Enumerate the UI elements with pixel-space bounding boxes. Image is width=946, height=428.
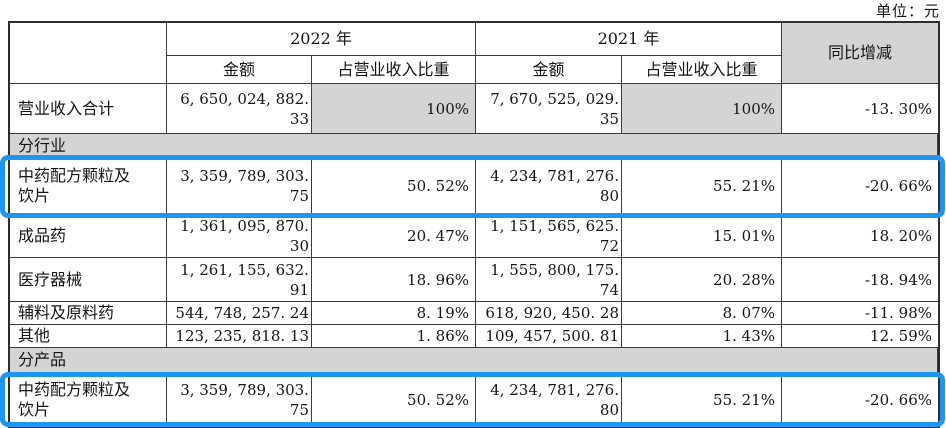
col-header-amount-2022: 金额	[167, 56, 312, 84]
share-value: 20. 28%	[713, 270, 775, 289]
cell-yoy: 12. 59%	[782, 325, 938, 348]
cell-yoy: -20. 66%	[782, 373, 938, 426]
cell-amount-2022: 3, 359, 789, 303. 75	[167, 373, 312, 426]
share-value: 1. 86%	[416, 327, 469, 345]
amount-value: 618, 920, 450. 28	[485, 304, 619, 322]
cell-amount-2021: 4, 234, 781, 276. 80	[476, 159, 622, 214]
cell-share-2021: 1. 43%	[622, 325, 782, 348]
col-header-2022: 2022 年	[167, 23, 476, 56]
row-label-total-revenue: 营业收入合计	[10, 84, 167, 134]
label-text: 中药配方颗粒及饮片	[18, 379, 131, 419]
amount-value: 4, 234, 781, 276. 80	[490, 380, 619, 419]
section-header-by-industry: 分行业	[10, 134, 938, 159]
amount-value: 109, 457, 500. 81	[485, 327, 619, 345]
amount-value: 3, 359, 789, 303. 75	[180, 167, 309, 205]
col-header-yoy: 同比增减	[782, 23, 938, 84]
cell-amount-2021: 109, 457, 500. 81	[476, 325, 622, 348]
cell-yoy: -13. 30%	[782, 84, 938, 134]
amount-value: 1, 261, 155, 632. 91	[180, 260, 309, 299]
cell-share-2021: 55. 21%	[622, 373, 782, 426]
row-label-medical-devices: 医疗器械	[10, 258, 167, 302]
cell-yoy: 18. 20%	[782, 214, 938, 258]
cell-share-2022: 18. 96%	[312, 258, 476, 302]
unit-label: 单位：元	[875, 2, 940, 20]
cell-share-2022: 100%	[312, 84, 476, 134]
amount-value: 3, 359, 789, 303. 75	[180, 380, 309, 419]
yoy-value: -20. 66%	[864, 390, 932, 409]
section-header-by-product: 分产品	[10, 348, 938, 373]
cell-yoy: -11. 98%	[782, 302, 938, 325]
share-value: 100%	[732, 99, 775, 118]
yoy-value: -13. 30%	[864, 99, 932, 118]
cell-amount-2022: 1, 361, 095, 870. 30	[167, 214, 312, 258]
cell-amount-2022: 123, 235, 818. 13	[167, 325, 312, 348]
share-value: 55. 21%	[713, 177, 775, 195]
cell-amount-2021: 618, 920, 450. 28	[476, 302, 622, 325]
yoy-value: -18. 94%	[864, 270, 932, 289]
cell-share-2021: 20. 28%	[622, 258, 782, 302]
yoy-value: -11. 98%	[864, 304, 932, 322]
col-header-2021: 2021 年	[476, 23, 782, 56]
share-value: 8. 07%	[722, 304, 775, 322]
cell-share-2022: 1. 86%	[312, 325, 476, 348]
col-header-amount-2021: 金额	[476, 56, 622, 84]
share-value: 18. 96%	[407, 270, 469, 289]
col-header-share-2022: 占营业收入比重	[312, 56, 476, 84]
cell-share-2021: 15. 01%	[622, 214, 782, 258]
share-value: 20. 47%	[407, 226, 469, 245]
corner-header-cell	[10, 23, 167, 84]
cell-share-2022: 50. 52%	[312, 373, 476, 426]
yoy-value: 12. 59%	[870, 327, 932, 345]
cell-amount-2022: 544, 748, 257. 24	[167, 302, 312, 325]
cell-amount-2021: 4, 234, 781, 276. 80	[476, 373, 622, 426]
cell-yoy: -20. 66%	[782, 159, 938, 214]
cell-yoy: -18. 94%	[782, 258, 938, 302]
row-label-other: 其他	[10, 325, 167, 348]
share-value: 50. 52%	[407, 177, 469, 195]
cell-amount-2021: 1, 555, 800, 175. 74	[476, 258, 622, 302]
row-label-tcm-granules: 中药配方颗粒及饮片	[10, 159, 167, 214]
share-value: 55. 21%	[713, 390, 775, 409]
cell-amount-2022: 6, 650, 024, 882. 33	[167, 84, 312, 134]
share-value: 8. 19%	[416, 304, 469, 322]
cell-amount-2021: 7, 670, 525, 029. 35	[476, 84, 622, 134]
amount-value: 1, 151, 565, 625. 72	[490, 216, 619, 255]
cell-share-2021: 100%	[622, 84, 782, 134]
cell-share-2022: 8. 19%	[312, 302, 476, 325]
cell-amount-2022: 3, 359, 789, 303. 75	[167, 159, 312, 214]
cell-share-2021: 8. 07%	[622, 302, 782, 325]
cell-share-2022: 20. 47%	[312, 214, 476, 258]
share-value: 1. 43%	[722, 327, 775, 345]
cell-amount-2022: 1, 261, 155, 632. 91	[167, 258, 312, 302]
yoy-value: 18. 20%	[870, 226, 932, 245]
amount-value: 4, 234, 781, 276. 80	[490, 167, 619, 205]
cell-share-2022: 50. 52%	[312, 159, 476, 214]
row-label-excipients: 辅料及原料药	[10, 302, 167, 325]
amount-value: 1, 361, 095, 870. 30	[180, 216, 309, 255]
revenue-breakdown-table: 2022 年 2021 年 同比增减 金额 占营业收入比重 金额 占营业收入比重…	[8, 21, 940, 428]
amount-value: 544, 748, 257. 24	[175, 304, 309, 322]
amount-value: 1, 555, 800, 175. 74	[490, 260, 619, 299]
cell-amount-2021: 1, 151, 565, 625. 72	[476, 214, 622, 258]
yoy-value: -20. 66%	[864, 177, 932, 195]
share-value: 15. 01%	[713, 226, 775, 245]
row-label-finished-drugs: 成品药	[10, 214, 167, 258]
amount-value: 7, 670, 525, 029. 35	[490, 89, 619, 128]
label-text: 中药配方颗粒及饮片	[18, 166, 131, 205]
share-value: 50. 52%	[407, 390, 469, 409]
share-value: 100%	[426, 99, 469, 118]
row-label-tcm-granules: 中药配方颗粒及饮片	[10, 373, 167, 426]
cell-share-2021: 55. 21%	[622, 159, 782, 214]
amount-value: 6, 650, 024, 882. 33	[180, 89, 309, 128]
col-header-share-2021: 占营业收入比重	[622, 56, 782, 84]
amount-value: 123, 235, 818. 13	[175, 327, 309, 345]
